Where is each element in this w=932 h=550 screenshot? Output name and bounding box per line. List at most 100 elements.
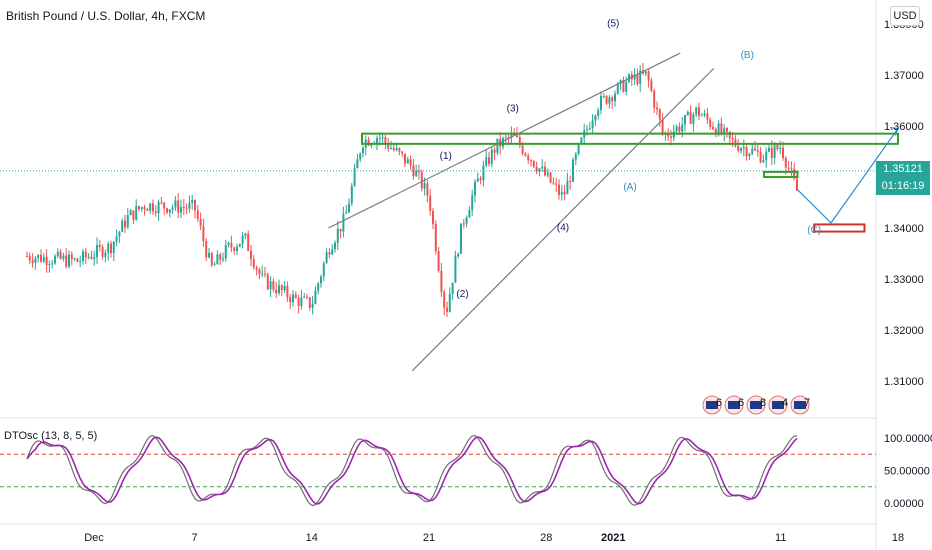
candle-body <box>787 167 790 169</box>
candle-body <box>306 296 308 298</box>
candle-body <box>96 244 98 257</box>
wave-label: (A) <box>623 182 636 193</box>
projection-arrowhead <box>889 126 899 136</box>
candle-body <box>586 129 588 131</box>
candle-body <box>440 270 443 292</box>
candle-body <box>706 113 709 120</box>
candle-body <box>661 119 664 133</box>
event-flag-icon-fill <box>794 401 806 409</box>
candle-body <box>283 286 286 291</box>
currency-button[interactable]: USD <box>890 6 920 26</box>
candle-body <box>98 244 101 248</box>
candle-body <box>731 138 734 140</box>
candle-body <box>37 254 40 259</box>
candle-body <box>720 123 723 134</box>
candle-body <box>381 137 384 139</box>
candle-body <box>709 119 712 127</box>
candle-body <box>532 160 535 167</box>
countdown-badge: 01:16:19 <box>876 178 930 195</box>
candle-body <box>110 243 112 253</box>
event-flag-icon-fill <box>728 401 740 409</box>
candle-body <box>56 251 59 257</box>
candle-body <box>398 148 401 152</box>
candle-body <box>51 263 54 265</box>
candle-body <box>367 139 370 146</box>
candle-body <box>328 252 331 255</box>
trendline <box>411 67 715 372</box>
candle-body <box>502 138 504 147</box>
candle-body <box>264 273 266 275</box>
candle-body <box>619 80 622 84</box>
candle-body <box>569 180 572 182</box>
candle-body <box>429 195 432 211</box>
candle-body <box>224 244 227 259</box>
candle-body <box>670 136 672 138</box>
candle-body <box>667 134 670 137</box>
candle-body <box>336 228 339 243</box>
candle-body <box>434 224 437 252</box>
candle-body <box>504 137 507 139</box>
candle-body <box>633 74 636 80</box>
candle-body <box>409 159 412 166</box>
event-flag-icon-fill <box>706 401 718 409</box>
symbol-title: British Pound / U.S. Dollar, 4h, FXCM <box>6 9 206 23</box>
candle-body <box>574 154 577 160</box>
wave-label: (5) <box>607 19 619 30</box>
candle-body <box>180 206 182 213</box>
candle-body <box>552 182 555 184</box>
time-axis-label: Dec <box>84 532 104 544</box>
candle-body <box>446 307 448 312</box>
candle-body <box>420 172 423 189</box>
candle-body <box>712 126 714 130</box>
zone-rect <box>361 132 899 145</box>
candle-body <box>681 124 684 132</box>
candle-body <box>378 137 381 139</box>
event-count: 8 <box>760 397 766 409</box>
candle-body <box>118 231 121 237</box>
wave-label: (C) <box>807 225 821 236</box>
candle-body <box>208 253 210 258</box>
candle-body <box>45 256 48 265</box>
candle-body <box>140 207 143 210</box>
candle-body <box>255 267 258 270</box>
candle-body <box>79 261 82 263</box>
candle-body <box>124 220 126 228</box>
event-flag-icon-fill <box>750 401 762 409</box>
candle-body <box>297 297 300 306</box>
candle-body <box>292 294 294 303</box>
candle-body <box>112 241 115 253</box>
candle-body <box>348 203 350 213</box>
price-axis-label: 1.33000 <box>884 274 924 286</box>
candle-body <box>252 259 255 268</box>
candle-body <box>454 256 457 283</box>
event-flag-icon-fill <box>772 401 784 409</box>
candle-body <box>48 264 51 266</box>
candle-body <box>334 242 336 250</box>
candle-body <box>762 160 765 163</box>
event-count: 6 <box>716 397 722 409</box>
candle-body <box>269 281 272 290</box>
candle-body <box>320 276 322 284</box>
candle-body <box>616 83 619 94</box>
candle-body <box>199 218 202 227</box>
candle-body <box>230 242 233 248</box>
candle-body <box>28 256 31 261</box>
candle-body <box>462 223 465 225</box>
candle-body <box>728 131 731 139</box>
candle-body <box>390 147 392 149</box>
candle-body <box>62 255 65 259</box>
zone-rect <box>813 223 866 233</box>
candle-body <box>689 111 692 124</box>
candle-body <box>485 157 488 166</box>
event-badges[interactable]: 6 6 8 4 7 <box>702 395 810 415</box>
candle-body <box>597 110 600 116</box>
candle-body <box>261 273 264 275</box>
candle-body <box>132 210 135 220</box>
candle-body <box>796 178 798 191</box>
candle-body <box>317 283 320 291</box>
price-axis-label: 1.31000 <box>884 376 924 388</box>
candle-body <box>700 115 703 117</box>
candle-body <box>70 254 73 260</box>
candle-body <box>233 247 236 251</box>
